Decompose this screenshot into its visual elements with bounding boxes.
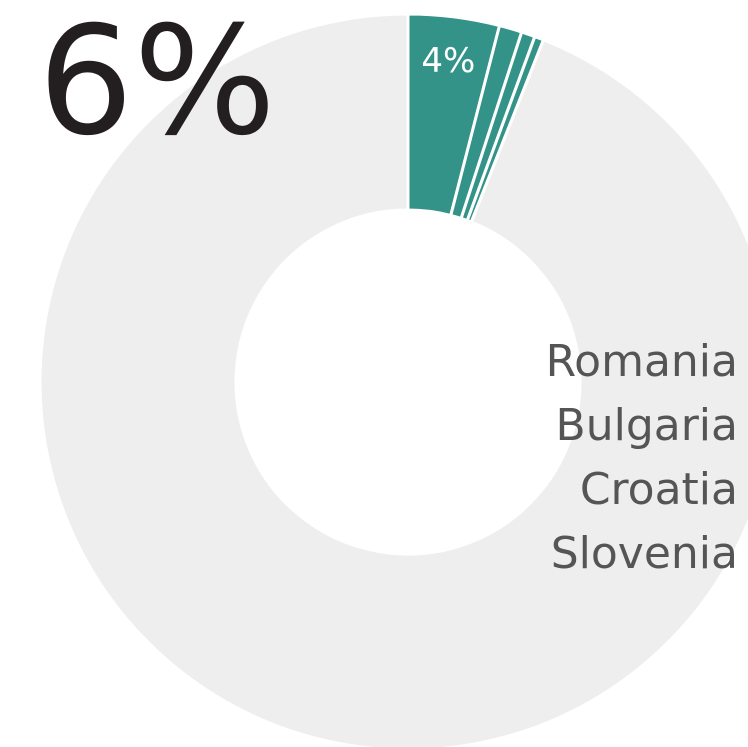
donut: [38, 12, 748, 747]
legend-entry: Bulgaria: [556, 400, 738, 451]
total-label: 6%: [38, 0, 276, 169]
legend-entry: Croatia: [580, 464, 738, 515]
value-label: 4%: [421, 41, 475, 81]
legend-entry: Slovenia: [551, 528, 738, 579]
legend-entry: Romania: [546, 336, 738, 387]
slice: [38, 12, 748, 747]
